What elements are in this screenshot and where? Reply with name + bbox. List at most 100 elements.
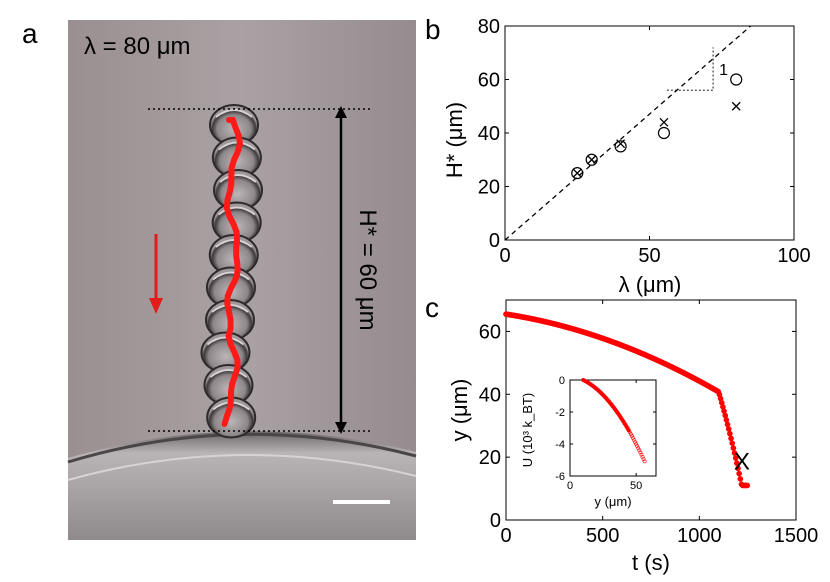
- inset-axes-frame: [569, 379, 657, 477]
- inset-point: [637, 448, 642, 453]
- inset-point: [641, 457, 646, 461]
- scale-bar: [333, 500, 390, 504]
- panel-b-slope-triangle: [666, 47, 714, 91]
- inset-points: [581, 377, 647, 464]
- panel-b-x-tick-label: 100: [777, 245, 810, 267]
- panel-b-xlabel: λ (μm): [619, 272, 682, 297]
- panel-b-y-tick-label: 60: [478, 70, 500, 92]
- panel-b-circle-point: [730, 73, 743, 86]
- height-arrow-top-head: [335, 106, 347, 118]
- panel-b-y-tick-label: 40: [478, 123, 500, 145]
- bead-rim-highlight: [206, 336, 245, 346]
- panel-c-point: [728, 435, 734, 442]
- inset-point: [639, 452, 644, 457]
- inset-point: [635, 444, 640, 448]
- inset-point: [634, 442, 639, 446]
- panel-b-label: b: [425, 14, 441, 45]
- panel-c-y-tick-label: 60: [479, 321, 501, 343]
- panel-c-label: c: [425, 292, 439, 323]
- direction-arrow-head: [149, 298, 163, 314]
- panel-c-x-tick-label: 0: [500, 525, 511, 547]
- inset-point: [626, 428, 631, 433]
- panel-c-x-tick-label: 1500: [774, 525, 819, 547]
- panel-b-cross-point: [587, 155, 597, 165]
- inset-point: [631, 436, 635, 440]
- red-trajectory: [221, 117, 243, 427]
- inset-ticks: 0 50 0 -2 -4 -6: [555, 375, 656, 492]
- channel-wall: [68, 431, 416, 540]
- panel-b-chart: 0 50 100 0 20 40 60 80 1 λ (μm) H* (μm): [442, 16, 811, 297]
- inset-x-tick-label: 50: [630, 480, 642, 492]
- inset-point: [632, 438, 636, 442]
- inset-point: [628, 432, 633, 437]
- panel-c-y-tick-label: 0: [490, 510, 501, 532]
- panel-c-ylabel: y (μm): [447, 379, 472, 442]
- panel-c-axes-frame: [505, 299, 797, 521]
- panel-a-title: λ = 80 μm: [84, 33, 191, 60]
- inset-ylabel: U (10³ k_BT): [520, 393, 535, 467]
- inset-point: [642, 459, 647, 464]
- panel-c-y-tick-label: 40: [479, 384, 501, 406]
- inset-x-tick-label: 0: [567, 480, 573, 492]
- bead-rim-highlight: [209, 369, 248, 378]
- height-arrow-bottom-head: [335, 422, 347, 434]
- panel-c-x-tick-label: 500: [586, 525, 619, 547]
- panel-b-ticks: 0 50 100 0 20 40 60 80: [478, 16, 811, 267]
- bead-rim-highlight: [212, 271, 250, 281]
- panel-c-point: [737, 476, 744, 482]
- inset-y-tick-label: -2: [555, 407, 565, 419]
- inset-y-tick-label: -4: [555, 439, 565, 451]
- panel-c-point: [729, 440, 736, 447]
- panel-b-x-tick-label: 0: [499, 245, 510, 267]
- panel-c-point: [727, 430, 733, 437]
- panel-c-xlabel: t (s): [632, 550, 670, 575]
- panel-c-inset: 0 50 0 -2 -4 -6 y (μm) U (10³ k_BT): [520, 375, 657, 509]
- panel-b-circle-point: [614, 140, 627, 153]
- panel-b-cross-point: [616, 139, 626, 149]
- bead-rim-highlight: [219, 174, 257, 183]
- inset-point: [638, 450, 643, 455]
- inset-point: [633, 440, 637, 444]
- panel-b-points: [571, 73, 743, 180]
- channel-highlight: [67, 453, 417, 481]
- inset-xlabel: y (μm): [594, 494, 631, 509]
- panel-c-points: [503, 311, 751, 489]
- panel-c-point: [736, 470, 743, 477]
- panel-b-y-tick-label: 20: [478, 177, 500, 199]
- panel-c-x-tick-label: 1000: [677, 525, 722, 547]
- panel-b-circle-point: [571, 167, 584, 180]
- inset-point: [627, 430, 632, 435]
- panel-b-circle-point: [585, 153, 598, 166]
- inset-y-tick-label: -6: [555, 471, 565, 483]
- panel-b-x-tick-label: 50: [638, 245, 660, 267]
- bead-rim-highlight: [215, 239, 253, 248]
- panel-b-unity-line: [504, 25, 752, 241]
- panel-c-point: [725, 426, 732, 432]
- panel-c-point: [744, 482, 751, 489]
- inset-y-tick-label: 0: [559, 375, 565, 387]
- panel-b-cross-point: [659, 117, 669, 127]
- panel-b-ylabel: H* (μm): [442, 102, 467, 178]
- panel-a-label: a: [22, 18, 38, 49]
- bead-rim-highlight: [215, 109, 253, 118]
- bead-chain: [200, 104, 263, 439]
- inset-point: [630, 434, 634, 438]
- panel-c-x-marker: X: [734, 448, 750, 475]
- panel-b-circle-point: [657, 126, 671, 140]
- panel-b-cross-point: [572, 168, 582, 178]
- inset-point: [640, 454, 645, 459]
- inset-point: [636, 446, 641, 451]
- micrograph: H* = 60 μm λ = 80 μm: [67, 20, 417, 540]
- panel-b-y-tick-label: 80: [478, 16, 500, 38]
- panel-b-slope-label: 1: [719, 62, 728, 79]
- height-annotation: H* = 60 μm: [354, 209, 381, 330]
- panel-b-axes-frame: [504, 25, 795, 241]
- panel-b-y-tick-label: 0: [489, 230, 500, 252]
- panel-b-cross-point: [731, 101, 741, 111]
- panel-c-y-tick-label: 20: [479, 447, 501, 469]
- panel-c-point: [735, 465, 741, 472]
- bead-rim-highlight: [218, 206, 256, 216]
